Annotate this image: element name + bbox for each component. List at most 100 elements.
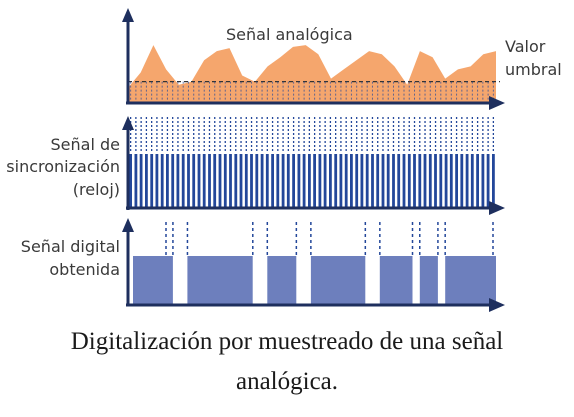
digital-high-block — [419, 256, 438, 305]
analog-signal-panel — [122, 8, 505, 110]
clock-pulse — [281, 154, 285, 208]
digital-high-block — [133, 256, 173, 305]
clock-pulse — [271, 154, 274, 208]
clock-pulse — [381, 154, 385, 208]
clock-pulse — [155, 154, 159, 208]
clock-pulse — [397, 154, 401, 208]
clock-pulse — [418, 154, 422, 208]
clock-pulse — [213, 154, 217, 208]
clock-pulse — [255, 154, 259, 208]
clock-pulse — [297, 154, 301, 208]
clock-pulse — [407, 154, 411, 208]
clock-pulse — [192, 154, 196, 208]
clock-pulse — [302, 154, 306, 208]
clock-pulse — [313, 154, 316, 208]
digital-y-arrow — [122, 218, 134, 232]
clock-pulse — [223, 154, 227, 208]
clock-pulse — [145, 154, 148, 208]
digital-signal-panel — [122, 218, 505, 312]
digital-label-line2: obtenida — [49, 260, 120, 279]
digital-x-arrow — [489, 298, 505, 312]
clock-pulse — [181, 154, 185, 208]
clock-pulse — [402, 154, 406, 208]
caption-line2: analógica. — [235, 368, 339, 395]
clock-pulse — [423, 154, 427, 208]
clock-pulse — [171, 154, 175, 208]
clock-dashes — [129, 117, 495, 152]
clock-pulse — [392, 154, 395, 208]
clock-label-line2: sincronización — [6, 157, 120, 176]
clock-pulse — [239, 154, 243, 208]
digital-high-block — [187, 256, 253, 305]
digital-blocks — [133, 256, 496, 305]
clock-pulse — [292, 154, 295, 208]
clock-pulse — [208, 154, 211, 208]
clock-pulse — [329, 154, 332, 208]
clock-pulse — [492, 154, 495, 208]
clock-pulse — [202, 154, 206, 208]
clock-pulse — [360, 154, 364, 208]
analog-y-arrow — [122, 8, 134, 22]
clock-pulse — [439, 154, 443, 208]
clock-pulse — [244, 154, 248, 208]
clock-signal-panel — [122, 116, 505, 215]
analog-sample-dashes — [130, 81, 494, 103]
analog-x-arrow — [489, 96, 505, 110]
digital-label-line1: Señal digital — [21, 237, 120, 256]
clock-pulse — [365, 154, 369, 208]
clock-pulse — [265, 154, 269, 208]
clock-label-line3: (reloj) — [73, 180, 120, 199]
clock-pulse — [449, 154, 453, 208]
clock-x-arrow — [489, 201, 505, 215]
digital-high-block — [310, 256, 366, 305]
analog-signal-label: Señal analógica — [226, 25, 353, 44]
clock-pulse — [234, 154, 238, 208]
threshold-label-line2: umbral — [505, 60, 562, 79]
clock-pulse — [455, 154, 458, 208]
clock-pulse — [376, 154, 380, 208]
clock-pulse — [139, 154, 143, 208]
clock-label-line1: Señal de — [51, 135, 120, 154]
clock-y-arrow — [122, 116, 134, 130]
clock-pulse — [286, 154, 290, 208]
clock-pulse — [250, 154, 253, 208]
clock-pulse — [134, 154, 138, 208]
clock-pulse — [218, 154, 222, 208]
clock-pulse — [229, 154, 232, 208]
clock-pulse — [323, 154, 327, 208]
clock-pulse — [386, 154, 390, 208]
clock-pulse — [344, 154, 348, 208]
clock-pulse — [308, 154, 311, 208]
clock-pulse — [350, 154, 353, 208]
digital-high-block — [379, 256, 413, 305]
clock-pulse — [260, 154, 264, 208]
clock-pulse — [486, 154, 490, 208]
clock-pulse — [476, 154, 479, 208]
clock-pulse — [160, 154, 164, 208]
clock-pulses — [129, 154, 495, 208]
clock-pulse — [150, 154, 154, 208]
clock-pulse — [470, 154, 474, 208]
threshold-label-line1: Valor — [505, 37, 546, 56]
clock-pulse — [276, 154, 280, 208]
clock-pulse — [413, 154, 416, 208]
clock-pulse — [129, 154, 132, 208]
clock-pulse — [339, 154, 343, 208]
analog-signal-area — [128, 45, 496, 103]
clock-pulse — [318, 154, 322, 208]
clock-pulse — [166, 154, 169, 208]
digital-transition-dashes — [165, 222, 494, 256]
clock-pulse — [371, 154, 374, 208]
clock-pulse — [444, 154, 448, 208]
clock-pulse — [434, 154, 437, 208]
clock-pulse — [334, 154, 338, 208]
clock-pulse — [355, 154, 359, 208]
digital-high-block — [267, 256, 297, 305]
digital-high-block — [445, 256, 496, 305]
clock-pulse — [460, 154, 464, 208]
clock-pulse — [197, 154, 201, 208]
clock-pulse — [176, 154, 180, 208]
clock-pulse — [465, 154, 469, 208]
clock-pulse — [187, 154, 190, 208]
